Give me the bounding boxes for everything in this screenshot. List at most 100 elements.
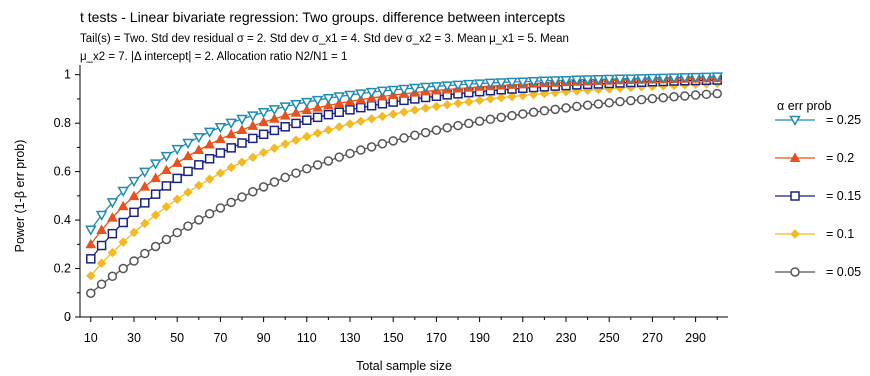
data-point	[290, 100, 302, 111]
data-point	[419, 82, 432, 94]
data-point	[107, 271, 118, 282]
chart-subtitle-line-1: Tail(s) = Two. Std dev residual σ = 2. S…	[80, 33, 569, 45]
x-tick-label: 50	[170, 331, 184, 345]
data-point	[128, 190, 140, 201]
data-point	[561, 103, 571, 113]
data-point	[366, 114, 377, 124]
data-point	[172, 173, 182, 184]
data-point	[215, 148, 226, 158]
data-point	[322, 93, 335, 105]
data-point	[193, 132, 205, 144]
axes	[79, 65, 728, 318]
data-point	[150, 210, 161, 220]
data-point	[171, 157, 183, 167]
data-point	[237, 138, 247, 148]
data-point	[657, 73, 669, 84]
data-point	[269, 113, 280, 123]
data-point	[107, 228, 118, 239]
chart-title: t tests - Linear bivariate regression: T…	[80, 9, 565, 25]
data-point	[150, 189, 161, 199]
x-tick-label: 210	[512, 331, 533, 345]
data-point	[592, 75, 605, 86]
data-point	[377, 111, 388, 122]
data-point	[538, 76, 551, 87]
data-point	[139, 167, 151, 178]
data-point	[214, 123, 227, 134]
data-point	[311, 95, 324, 107]
data-point	[280, 172, 290, 183]
data-point	[679, 73, 691, 84]
data-point	[646, 73, 659, 85]
x-tick-label: 270	[642, 331, 663, 345]
data-point	[182, 150, 194, 161]
legend-item: = 0.05	[775, 265, 861, 279]
data-point	[118, 263, 128, 274]
data-point	[496, 93, 506, 103]
data-point	[635, 74, 648, 85]
data-point	[129, 256, 139, 266]
legend-marker	[790, 191, 800, 201]
data-point	[345, 119, 355, 129]
data-point	[668, 73, 680, 84]
y-tick-label: 0.8	[54, 116, 71, 130]
data-point	[226, 197, 236, 208]
data-point	[464, 118, 474, 129]
data-point	[452, 80, 464, 91]
data-point	[680, 91, 690, 101]
data-point	[129, 227, 139, 238]
data-point	[182, 138, 194, 150]
data-point	[236, 124, 248, 134]
data-point	[161, 181, 172, 191]
data-point	[388, 136, 398, 146]
data-point	[149, 159, 162, 170]
data-point	[280, 139, 290, 149]
data-point	[302, 115, 312, 125]
chart-subtitle-line-2: μ_x2 = 7. |Δ intercept| = 2. Allocation …	[80, 51, 347, 63]
data-point	[95, 210, 108, 222]
data-point	[345, 105, 355, 115]
data-point	[268, 105, 281, 116]
legend-item: = 0.1	[775, 227, 854, 241]
data-point	[139, 181, 151, 191]
data-point	[474, 95, 485, 106]
legend-label: = 0.1	[826, 227, 854, 241]
y-tick-label: 1	[64, 68, 71, 82]
data-point	[356, 102, 366, 113]
data-point	[420, 103, 431, 113]
data-point	[312, 102, 323, 112]
legend-label: = 0.25	[826, 113, 861, 127]
data-point	[258, 129, 269, 140]
data-point	[107, 247, 118, 258]
data-point	[550, 104, 560, 115]
data-point	[441, 81, 453, 92]
data-point	[334, 122, 344, 132]
data-point	[410, 105, 420, 115]
data-point	[356, 116, 366, 126]
series-3	[86, 75, 722, 264]
y-tick-label: 0.6	[54, 165, 71, 179]
data-point	[388, 109, 398, 119]
series-1	[85, 72, 723, 236]
data-point	[204, 138, 215, 149]
data-point	[333, 97, 345, 108]
data-point	[150, 241, 161, 252]
data-point	[399, 133, 409, 143]
x-tick-label: 90	[257, 331, 271, 345]
data-point	[485, 94, 496, 104]
data-point	[193, 144, 205, 155]
data-point	[291, 135, 301, 145]
data-point	[593, 99, 604, 109]
data-point	[365, 87, 378, 99]
data-point	[140, 198, 150, 208]
data-point	[312, 160, 323, 170]
data-point	[636, 94, 647, 105]
data-point	[225, 128, 237, 139]
data-point	[506, 77, 518, 88]
data-point	[323, 99, 334, 110]
data-point	[237, 192, 247, 202]
data-point	[194, 160, 204, 170]
legend-label: = 0.15	[826, 189, 861, 203]
x-tick-label: 130	[340, 331, 361, 345]
legend-marker	[789, 115, 801, 127]
y-tick-label: 0	[64, 310, 71, 324]
